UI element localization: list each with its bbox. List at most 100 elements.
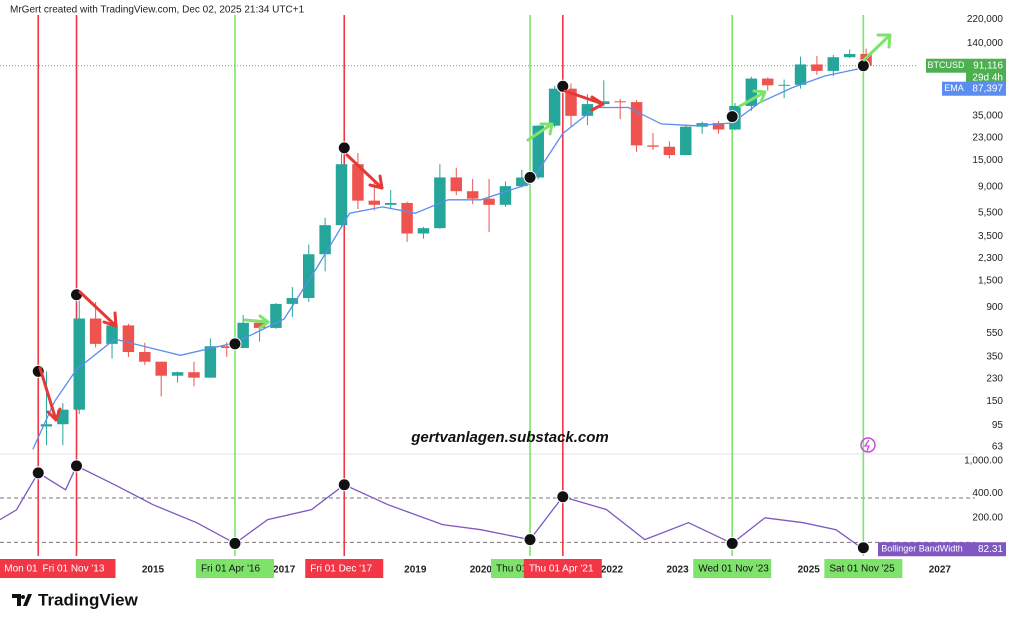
highlight-dot <box>856 541 870 555</box>
candle-body <box>188 372 200 378</box>
highlight-dot <box>725 110 739 124</box>
event-label: Sat 01 Nov '25 <box>829 564 895 575</box>
x-tick-label: 2023 <box>666 565 689 576</box>
ema-name: EMA <box>944 83 964 93</box>
highlight-dot <box>70 459 83 473</box>
candle-body <box>761 78 774 86</box>
candle-body <box>286 298 299 304</box>
brand-logo: TradingView <box>12 590 139 609</box>
event-label-box <box>824 559 903 578</box>
y2-tick-label: 1,000.00 <box>964 455 1003 466</box>
y-tick-label: 230 <box>986 374 1003 385</box>
arrow <box>345 153 384 190</box>
x-tick-label: 2015 <box>142 565 165 576</box>
x-tick-label: 2022 <box>601 565 624 576</box>
candle-body <box>532 125 544 178</box>
x-tick-label: 2019 <box>404 565 427 576</box>
arrow <box>862 33 892 62</box>
candle-body <box>417 228 430 234</box>
event-label-box <box>305 559 384 578</box>
candle-body <box>794 64 807 85</box>
y-tick-label: 350 <box>986 352 1003 363</box>
candle-body <box>122 325 135 353</box>
indicator-value-box <box>966 542 1006 557</box>
series-name: BTCUSD <box>927 60 965 70</box>
candle-body <box>106 325 118 344</box>
arrow <box>526 122 554 142</box>
arrow <box>243 314 270 330</box>
alert-icon <box>860 437 876 453</box>
candle-body <box>40 424 53 427</box>
candle-body <box>548 88 561 126</box>
y-tick-label: 150 <box>986 396 1003 407</box>
event-label: Thu 01 <box>496 564 528 575</box>
candle-body <box>516 177 528 187</box>
y-tick-label: 63 <box>992 441 1004 452</box>
candle-body <box>712 123 725 130</box>
x-tick-label: 2027 <box>929 565 952 576</box>
ema-name-box <box>942 81 966 96</box>
last-price-label: 91,116 <box>973 60 1003 71</box>
y-tick-label: 1,500 <box>978 275 1003 286</box>
candle-body <box>614 101 626 103</box>
event-label-box <box>195 559 274 578</box>
candle-body <box>401 202 413 234</box>
arrow <box>738 89 767 108</box>
indicator-value: 82.31 <box>978 544 1003 555</box>
event-label: Fri 01 Apr '16 <box>201 564 261 575</box>
candle-body <box>581 104 594 116</box>
candle-body <box>630 102 643 146</box>
event-label-box <box>37 559 116 578</box>
highlight-dot <box>556 79 570 93</box>
highlight-dot <box>337 478 351 492</box>
event-label-box <box>693 559 772 578</box>
candle-body <box>745 78 758 106</box>
y-tick-label: 5,500 <box>978 207 1003 218</box>
indicator-name-box <box>878 542 966 557</box>
watermark: gertvanlagen.substack.com <box>410 429 609 446</box>
highlight-dot <box>523 170 537 184</box>
highlight-dot <box>725 536 739 550</box>
candle-body <box>663 146 676 156</box>
arrow <box>563 89 605 112</box>
event-label: Fri 01 Dec '17 <box>310 564 372 575</box>
candle-body <box>778 84 790 86</box>
x-tick-label: 2017 <box>273 565 296 576</box>
candle-body <box>155 361 167 376</box>
brand-dot <box>21 595 25 599</box>
event-label: Thu 01 Apr '21 <box>529 564 594 575</box>
arrow <box>78 290 118 328</box>
y-tick-label: 3,500 <box>978 231 1003 242</box>
y-tick-label: 95 <box>992 420 1004 431</box>
ema-value: 87,397 <box>972 83 1003 94</box>
brand-name: TradingView <box>38 590 139 609</box>
annotation-arrows <box>38 33 892 422</box>
candle-body <box>73 318 85 410</box>
event-label: Wed 01 Nov '23 <box>698 564 769 575</box>
arrow <box>38 366 62 422</box>
y-tick-label: 15,000 <box>972 155 1003 166</box>
candle-body <box>302 254 315 299</box>
candle-body <box>139 352 151 362</box>
candle-body <box>598 101 610 105</box>
y-tick-label: 35,000 <box>972 110 1003 121</box>
series-name-box <box>926 58 966 73</box>
candle-body <box>319 225 331 255</box>
candle-body <box>171 372 184 376</box>
highlight-dot <box>556 490 570 504</box>
candle-body <box>204 346 217 378</box>
candle-body <box>57 409 69 425</box>
y2-tick-label: 200.00 <box>972 512 1003 523</box>
highlight-dot <box>31 466 45 480</box>
x-tick-label: 2020 <box>470 565 493 576</box>
highlight-dot <box>856 59 870 73</box>
y-tick-label: 2,300 <box>978 253 1003 264</box>
last-price-box <box>966 58 1006 85</box>
candle-body <box>827 57 840 71</box>
candle-body <box>450 177 463 192</box>
candle-body <box>680 126 692 156</box>
event-label: Mon 01 <box>4 564 38 575</box>
